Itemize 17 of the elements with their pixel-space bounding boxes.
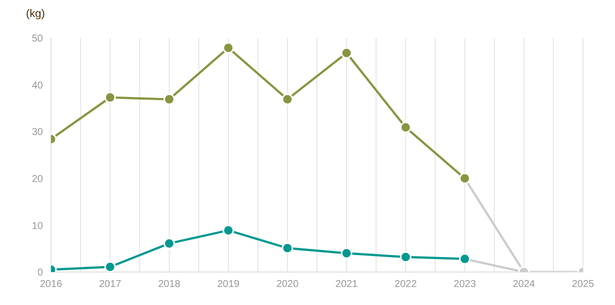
x-tick-label: 2023	[454, 279, 476, 290]
x-tick-label: 2024	[512, 279, 536, 290]
x-tick-label: 2019	[217, 279, 240, 290]
x-tick-label: 2021	[335, 279, 358, 290]
x-tick-label: 2020	[276, 279, 300, 290]
x-tick-label: 2018	[158, 279, 181, 290]
y-tick-label: 0	[37, 268, 44, 279]
y-tick-label: 10	[32, 220, 44, 232]
y-axis-title: (kg)	[26, 8, 45, 20]
x-tick-label: 2025	[572, 279, 595, 290]
x-tick-label: 2017	[98, 279, 122, 290]
y-tick-label: 40	[32, 80, 44, 92]
x-tick-label: 2016	[40, 279, 63, 290]
y-tick-label: 20	[32, 174, 44, 185]
y-tick-label: 50	[32, 34, 44, 45]
x-tick-label: 2022	[394, 279, 418, 290]
y-tick-label: 30	[32, 127, 44, 138]
